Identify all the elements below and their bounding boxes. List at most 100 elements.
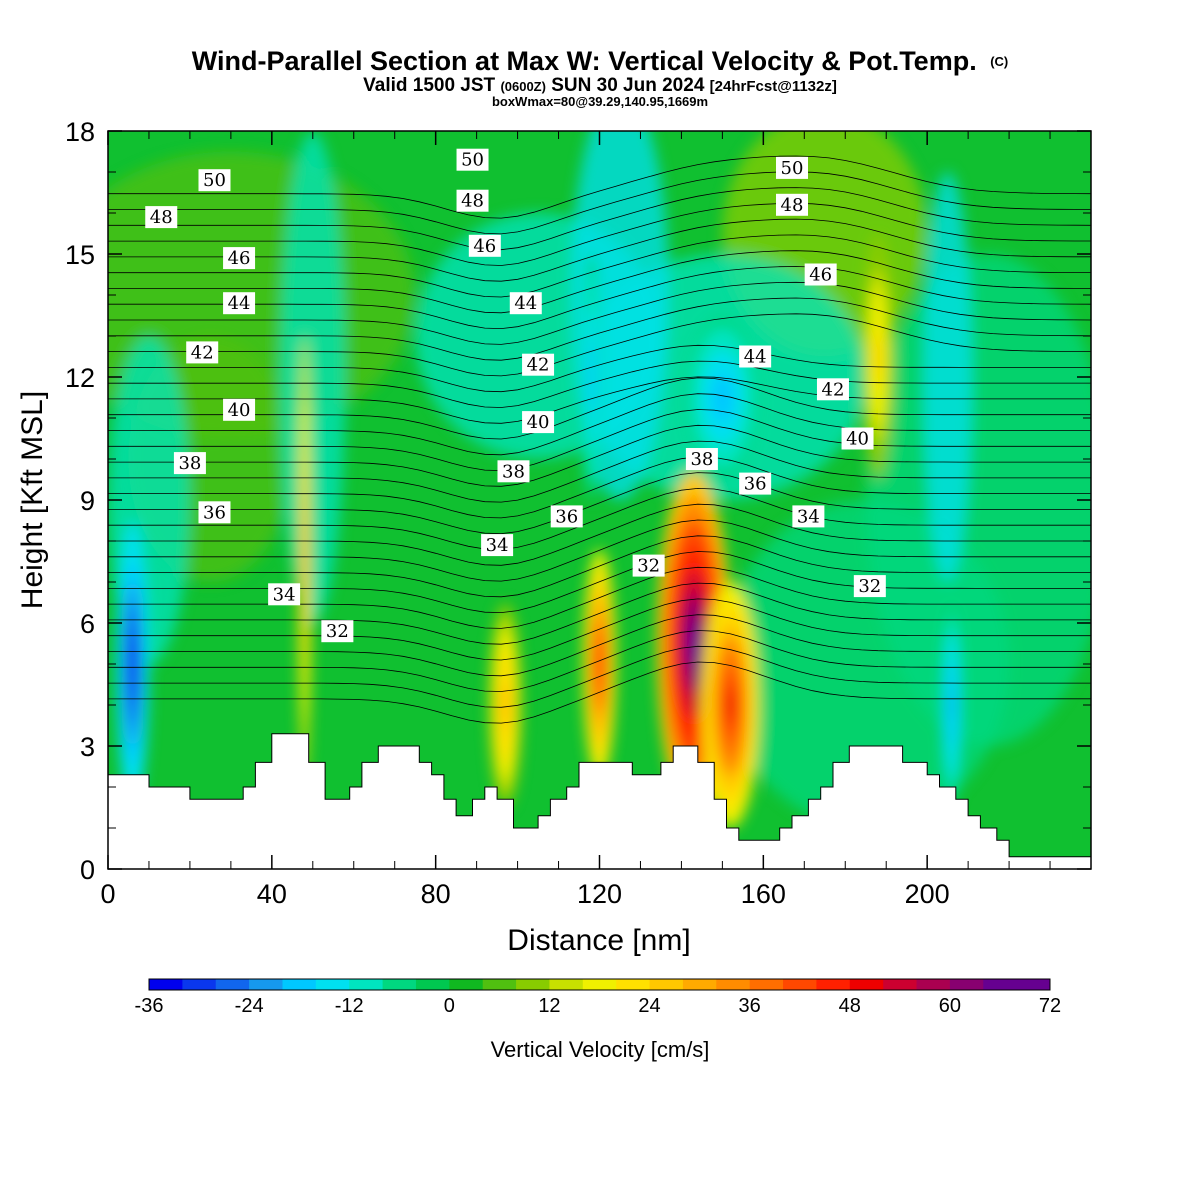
pot-temp-label-text: 44 (228, 293, 251, 314)
pot-temp-label-bg (685, 448, 718, 470)
pot-temp-label-bg (776, 193, 809, 216)
pot-temp-labels: 50 48 46 44 42 40 38 36 34 32 50 48 46 44 42 40 38 36 34 32… (145, 148, 886, 643)
pot-temp-label-bg (145, 206, 178, 229)
colorbar-swatch (816, 979, 851, 990)
pot-temp-label-bg (816, 378, 849, 401)
field-level (130, 643, 135, 685)
field-level (303, 529, 306, 594)
pot-temp-contour (108, 472, 1091, 535)
colorbar-swatch (849, 979, 884, 990)
y-tick-label: 9 (80, 486, 95, 516)
pot-temp-contour (108, 582, 1091, 645)
pot-temp-contour (108, 266, 1091, 330)
pot-temp-label-text: 44 (744, 347, 767, 368)
pot-temp-label-text: 42 (191, 342, 214, 363)
pot-temp-contour (108, 661, 1091, 724)
pot-temp-label-bg (804, 263, 837, 286)
field-level (597, 647, 602, 681)
x-tick-label: 0 (100, 879, 115, 909)
pot-temp-contour (108, 409, 1091, 472)
colorbar-swatch (983, 979, 1018, 990)
pot-temp-label: 42 (522, 353, 555, 376)
colorbar-swatch (716, 979, 751, 990)
pot-temp-label-bg (522, 411, 555, 434)
field-level (502, 690, 508, 720)
pot-temp-label-text: 48 (461, 191, 484, 212)
plot-area: 50 48 46 44 42 40 38 36 34 32 50 48 46 44 42 40 38 36 34 32… (108, 131, 1091, 869)
subtitle-utc: (0600Z) (500, 79, 546, 94)
pot-temp-label-text: 50 (461, 150, 484, 171)
colorbar-swatch (682, 979, 717, 990)
pot-temp-label-bg (853, 575, 886, 598)
pot-temp-label: 34 (268, 583, 301, 606)
pot-temp-label: 48 (776, 193, 809, 216)
field-blob (722, 500, 1010, 828)
colorbar-swatch (916, 979, 951, 990)
colorbar-swatch (182, 979, 217, 990)
colorbar-swatch (549, 979, 584, 990)
subtitle-forecast: [24hrFcst@1132z] (710, 78, 837, 95)
pot-temp-label-bg (776, 156, 809, 179)
colorbar-tick-label: 72 (1039, 995, 1061, 1017)
colorbar-swatch (883, 979, 918, 990)
pot-temp-label-bg (173, 452, 206, 475)
pot-temp-label-text: 44 (514, 293, 537, 314)
pot-temp-label-bg (509, 292, 542, 315)
pot-temp-label-text: 46 (228, 248, 251, 269)
pot-temp-contour (108, 344, 1091, 393)
y-tick-label: 3 (80, 732, 95, 762)
field-level (950, 690, 954, 720)
colorbar-swatch (415, 979, 450, 990)
title-mark: (C) (990, 54, 1008, 69)
y-tick-label: 12 (65, 363, 95, 393)
pot-temp-label-bg (841, 427, 874, 450)
pot-temp-label-bg (481, 534, 514, 557)
colorbar-tick-label: 36 (739, 995, 761, 1017)
pot-temp-label: 50 (776, 156, 809, 179)
colorbar-tick-label: 60 (939, 995, 961, 1017)
pot-temp-contour (108, 598, 1091, 661)
pot-temp-contour (108, 424, 1091, 487)
pot-temp-label: 36 (739, 472, 772, 495)
colorbar-tick-label: -36 (135, 995, 164, 1017)
pot-temp-contour (108, 519, 1091, 582)
pot-temp-contour (108, 376, 1091, 424)
pot-temp-label: 44 (223, 292, 256, 315)
x-tick-label: 160 (741, 879, 786, 909)
colorbar-tick-label: 12 (538, 995, 560, 1017)
pot-temp-label-bg (468, 234, 501, 257)
pot-temp-label: 36 (198, 501, 231, 524)
colorbar-swatch (649, 979, 684, 990)
y-axis-title: Height [Kft MSL] (16, 391, 49, 609)
pot-temp-label-text: 40 (527, 412, 550, 433)
pot-temp-label-text: 50 (203, 170, 226, 191)
colorbar-swatch (382, 979, 417, 990)
pot-temp-label: 36 (550, 505, 583, 528)
pot-temp-label-text: 46 (473, 236, 496, 257)
velocity-field (108, 131, 1091, 828)
pot-temp-label-text: 46 (809, 265, 832, 286)
pot-temp-label: 32 (632, 554, 665, 577)
colorbar-frame (148, 978, 1051, 991)
pot-temp-contour (108, 630, 1091, 692)
colorbar-swatch (616, 979, 651, 990)
pot-temp-label-text: 38 (690, 449, 713, 470)
pot-temp-label-text: 32 (326, 621, 349, 642)
pot-temp-label-text: 34 (486, 535, 509, 556)
pot-temp-label: 50 (198, 169, 231, 192)
pot-temp-label-text: 50 (781, 158, 804, 179)
pot-temp-contour (108, 535, 1091, 598)
pot-temp-label: 46 (804, 263, 837, 286)
pot-temp-label-text: 40 (228, 400, 251, 421)
terrain-mask (108, 733, 1091, 869)
pot-temp-contour (108, 187, 1091, 251)
colorbar-swatch (582, 979, 617, 990)
pot-temp-label: 40 (223, 398, 256, 421)
colorbar-swatch (516, 979, 550, 990)
pot-temp-label-bg (792, 505, 825, 528)
pot-temp-contour (108, 155, 1091, 219)
pot-temp-contour (108, 503, 1091, 566)
pot-temp-label: 42 (186, 341, 219, 364)
colorbar-swatch (482, 979, 517, 990)
pot-temp-label-text: 48 (781, 195, 804, 216)
